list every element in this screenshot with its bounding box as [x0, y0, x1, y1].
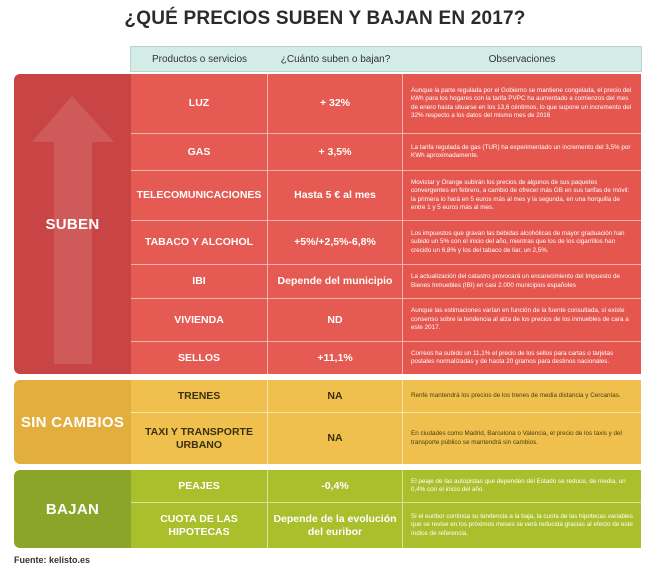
header-change: ¿Cuánto suben o bajan? — [280, 53, 391, 65]
table-row: PEAJES -0,4% El peaje de las autopistas … — [131, 470, 641, 503]
notes-cell: Si el euribor continúa su tendencia a la… — [411, 512, 633, 537]
product-cell: LUZ — [131, 74, 268, 133]
table-row: VIVIENDA ND Aunque las estimaciones varí… — [131, 299, 641, 342]
change-cell: NA — [268, 413, 403, 464]
notes-cell: La actualización del catastro provocará … — [403, 265, 641, 298]
change-cell: Depende del municipio — [268, 265, 403, 298]
arrow-up-icon — [32, 96, 114, 364]
product-cell: CUOTA DE LAS HIPOTECAS — [131, 503, 268, 548]
rows-suben: LUZ + 32% Aunque la parte regulada por e… — [131, 74, 641, 374]
header-notes: Observaciones — [488, 53, 556, 65]
product-cell: TELECOMUNICACIONES — [131, 171, 268, 220]
product-cell: VIVIENDA — [131, 299, 268, 341]
product-cell: GAS — [131, 134, 268, 170]
section-label-sin-cambios: SIN CAMBIOS — [14, 380, 131, 464]
change-cell: Hasta 5 € al mes — [268, 171, 403, 220]
notes-cell: La tarifa regulada de gas (TUR) ha exper… — [403, 134, 641, 170]
table-row: IBI Depende del municipio La actualizaci… — [131, 265, 641, 299]
table-row: CUOTA DE LAS HIPOTECAS Depende de la evo… — [131, 503, 641, 548]
product-cell: IBI — [131, 265, 268, 298]
change-cell: + 32% — [268, 74, 403, 133]
product-cell: SELLOS — [131, 342, 268, 374]
change-cell: + 3,5% — [268, 134, 403, 170]
product-cell: PEAJES — [131, 470, 268, 502]
header-product: Productos o servicios — [151, 53, 248, 65]
change-cell: Depende de la evolución del euribor — [268, 503, 403, 548]
notes-cell: En ciudades como Madrid, Barcelona o Val… — [411, 430, 622, 446]
table-header: Productos o servicios ¿Cuánto suben o ba… — [130, 46, 642, 72]
page-title: ¿QUÉ PRECIOS SUBEN Y BAJAN EN 2017? — [124, 8, 526, 29]
source-note: Fuente: kelisto.es — [14, 555, 91, 565]
table-row: TAXI Y TRANSPORTE URBANO NA En ciudades … — [131, 413, 641, 464]
table-row: SELLOS +11,1% Correos ha subido un 11,1%… — [131, 342, 641, 374]
notes-cell: Los impuestos que gravan las bebidas alc… — [403, 221, 641, 264]
product-cell: TAXI Y TRANSPORTE URBANO — [131, 413, 268, 464]
table-row: LUZ + 32% Aunque la parte regulada por e… — [131, 74, 641, 134]
notes-cell: Renfe mantendrá los precios de los trene… — [411, 391, 621, 399]
change-cell: ND — [268, 299, 403, 341]
notes-cell: Correos ha subido un 11,1% el precio de … — [403, 342, 641, 374]
table-row: TELECOMUNICACIONES Hasta 5 € al mes Movi… — [131, 171, 641, 221]
section-label-bajan: BAJAN — [14, 470, 131, 548]
change-cell: NA — [268, 380, 403, 412]
product-cell: TABACO Y ALCOHOL — [131, 221, 268, 264]
table-row: GAS + 3,5% La tarifa regulada de gas (TU… — [131, 134, 641, 171]
notes-cell: Movistar y Orange subirán los precios de… — [403, 171, 641, 220]
change-cell: +5%/+2,5%-6,8% — [268, 221, 403, 264]
rows-bajan: PEAJES -0,4% El peaje de las autopistas … — [131, 470, 641, 548]
notes-cell: Aunque la parte regulada por el Gobierno… — [403, 74, 641, 133]
table-row: TRENES NA Renfe mantendrá los precios de… — [131, 380, 641, 413]
product-cell: TRENES — [131, 380, 268, 412]
rows-sin-cambios: TRENES NA Renfe mantendrá los precios de… — [131, 380, 641, 464]
notes-cell: Aunque las estimaciones varían en funció… — [403, 299, 641, 341]
table-row: TABACO Y ALCOHOL +5%/+2,5%-6,8% Los impu… — [131, 221, 641, 265]
section-label-suben: SUBEN — [14, 74, 131, 374]
notes-cell: El peaje de las autopistas que dependen … — [411, 477, 626, 494]
change-cell: +11,1% — [268, 342, 403, 374]
change-cell: -0,4% — [268, 470, 403, 502]
